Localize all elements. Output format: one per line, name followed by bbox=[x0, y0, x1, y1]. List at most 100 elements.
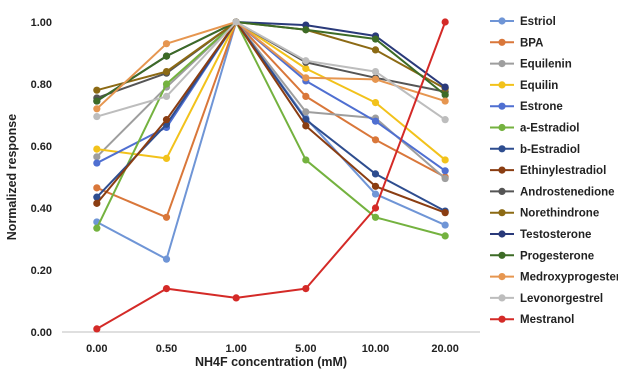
data-point bbox=[371, 204, 380, 212]
data-point bbox=[162, 154, 171, 162]
data-point bbox=[93, 224, 101, 232]
data-point bbox=[93, 86, 101, 94]
series-line bbox=[96, 21, 446, 161]
data-point bbox=[93, 159, 101, 167]
legend-label: Mestranol bbox=[520, 314, 574, 326]
legend-item: Androstenedione bbox=[490, 186, 615, 198]
series-line bbox=[96, 21, 446, 102]
legend-item: Testosterone bbox=[490, 229, 591, 241]
x-tick-label: 1.00 bbox=[225, 343, 246, 355]
data-point bbox=[441, 18, 449, 26]
series-medroxyprogesterone bbox=[93, 18, 449, 113]
legend-item: Norethindrone bbox=[490, 208, 599, 220]
x-tick-label: 20.00 bbox=[431, 343, 459, 355]
legend: Estriol BPA Equilenin Equilin Estrone a-Estra… bbox=[490, 16, 618, 326]
y-tick-label: 0.60 bbox=[31, 141, 52, 153]
series-progesterone bbox=[93, 18, 449, 105]
legend-swatch-marker bbox=[498, 230, 506, 238]
data-point bbox=[371, 170, 380, 178]
series-line bbox=[95, 21, 446, 237]
legend-label: BPA bbox=[520, 37, 543, 49]
legend-label: Androstenedione bbox=[520, 186, 615, 198]
series-line bbox=[96, 21, 446, 212]
data-point bbox=[441, 83, 449, 91]
y-axis-title: Normalized response bbox=[5, 114, 19, 240]
legend-item: Equilin bbox=[490, 80, 558, 92]
data-point bbox=[93, 199, 101, 207]
data-point bbox=[441, 156, 449, 164]
data-point bbox=[302, 108, 310, 116]
data-point bbox=[93, 105, 101, 113]
data-point bbox=[441, 209, 449, 217]
data-point bbox=[371, 99, 380, 107]
x-axis-ticks: 0.00 0.50 1.00 5.00 10.00 20.00 bbox=[86, 343, 459, 355]
legend-swatch-marker bbox=[498, 17, 506, 25]
data-point bbox=[441, 174, 449, 183]
data-point bbox=[162, 255, 171, 263]
series-line bbox=[96, 21, 446, 121]
data-point bbox=[371, 117, 380, 125]
legend-label: Medroxyprogesterone bbox=[520, 272, 618, 284]
series-mestranol bbox=[93, 18, 449, 333]
series-line bbox=[96, 21, 446, 219]
data-point bbox=[93, 153, 101, 161]
data-point bbox=[302, 64, 310, 73]
data-point bbox=[302, 74, 310, 82]
data-point bbox=[302, 122, 310, 130]
data-point bbox=[441, 167, 449, 175]
data-point bbox=[441, 97, 449, 105]
data-point bbox=[302, 156, 310, 164]
data-point bbox=[371, 68, 380, 76]
data-point bbox=[441, 91, 449, 99]
data-point bbox=[371, 35, 380, 43]
legend-swatch-marker bbox=[498, 187, 506, 195]
legend-swatch-marker bbox=[498, 38, 506, 46]
data-point bbox=[371, 75, 380, 83]
data-point bbox=[441, 232, 449, 240]
data-point bbox=[371, 136, 380, 144]
data-point bbox=[232, 18, 240, 26]
legend-item: Levonorgestrel bbox=[490, 293, 603, 305]
legend-swatch-marker bbox=[498, 273, 506, 281]
data-point bbox=[162, 92, 171, 100]
series-layer bbox=[93, 18, 449, 333]
x-tick-label: 0.00 bbox=[86, 343, 107, 355]
legend-swatch-marker bbox=[498, 123, 506, 132]
legend-item: Progesterone bbox=[490, 250, 594, 262]
series-line bbox=[96, 21, 447, 330]
series-ethinylestradiol bbox=[93, 18, 449, 217]
legend-item: Estriol bbox=[490, 16, 556, 28]
data-point bbox=[371, 46, 380, 54]
legend-swatch-marker bbox=[498, 102, 506, 110]
data-point bbox=[441, 221, 449, 229]
data-point bbox=[162, 40, 171, 48]
legend-label: a-Estradiol bbox=[520, 123, 579, 135]
legend-label: Estriol bbox=[520, 16, 556, 28]
y-tick-label: 0.20 bbox=[31, 265, 52, 277]
legend-swatch-marker bbox=[498, 81, 506, 89]
data-point bbox=[162, 285, 171, 293]
data-point bbox=[441, 116, 449, 124]
y-axis-ticks: 0.00 0.20 0.40 0.60 0.80 1.00 bbox=[31, 17, 52, 339]
data-point bbox=[302, 26, 310, 34]
legend-swatch-marker bbox=[498, 145, 506, 153]
series-levonorgestrel bbox=[93, 18, 449, 124]
legend-item: b-Estradiol bbox=[490, 144, 580, 156]
legend-item: Ethinylestradiol bbox=[490, 165, 606, 177]
legend-label: Equilenin bbox=[520, 59, 572, 71]
data-point bbox=[371, 182, 380, 190]
legend-label: Equilin bbox=[520, 80, 558, 92]
legend-label: Norethindrone bbox=[520, 208, 599, 220]
x-tick-label: 0.50 bbox=[156, 343, 177, 355]
y-tick-label: 0.40 bbox=[31, 203, 52, 215]
data-point bbox=[302, 57, 310, 65]
data-point bbox=[93, 184, 101, 192]
legend-item: Equilenin bbox=[490, 59, 572, 71]
data-point bbox=[302, 92, 310, 100]
data-point bbox=[93, 112, 101, 121]
legend-label: Estrone bbox=[520, 101, 563, 113]
legend-label: Testosterone bbox=[520, 229, 591, 241]
legend-swatch-marker bbox=[498, 294, 506, 302]
legend-swatch-marker bbox=[498, 209, 506, 217]
